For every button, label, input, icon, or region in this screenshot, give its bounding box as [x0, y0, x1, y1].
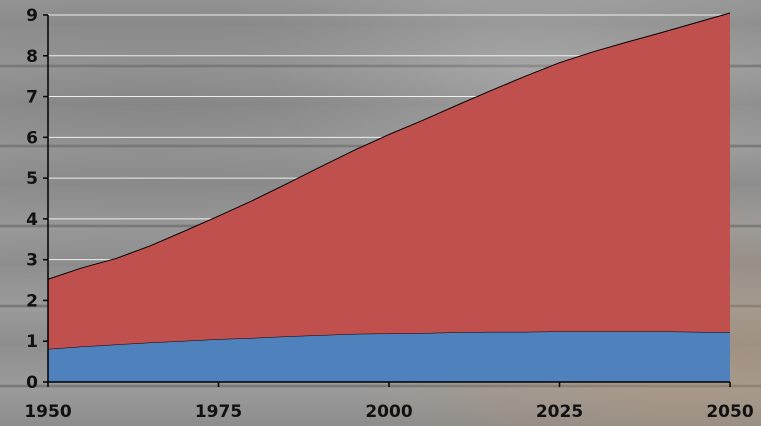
- x-tick-label-1975: 1975: [195, 402, 242, 422]
- y-tick-label-2: 2: [26, 291, 38, 311]
- y-tick-label-6: 6: [26, 128, 38, 148]
- y-tick-label-4: 4: [26, 210, 38, 230]
- y-tick-label-8: 8: [26, 47, 38, 67]
- area-series-1: [48, 331, 730, 382]
- x-tick-label-2050: 2050: [706, 402, 753, 422]
- x-tick-label-2000: 2000: [365, 402, 412, 422]
- x-tick-label-1950: 1950: [24, 402, 71, 422]
- x-tick-label-2025: 2025: [536, 402, 583, 422]
- y-tick-label-9: 9: [26, 6, 38, 26]
- area-series-2: [48, 12, 730, 349]
- area-series-2-outline: [47, 12, 731, 280]
- y-tick-label-3: 3: [26, 251, 38, 271]
- axes: [43, 14, 731, 387]
- y-tick-label-5: 5: [26, 169, 38, 189]
- y-tick-label-1: 1: [26, 332, 38, 352]
- x-axis-tick-labels: 1950 1975 2000 2025 2050: [24, 402, 753, 422]
- y-axis-tick-labels: 0 1 2 3 4 5 6 7 8 9: [26, 6, 38, 393]
- area-series: [47, 12, 731, 382]
- y-tick-label-0: 0: [26, 373, 38, 393]
- y-tick-label-7: 7: [26, 88, 38, 108]
